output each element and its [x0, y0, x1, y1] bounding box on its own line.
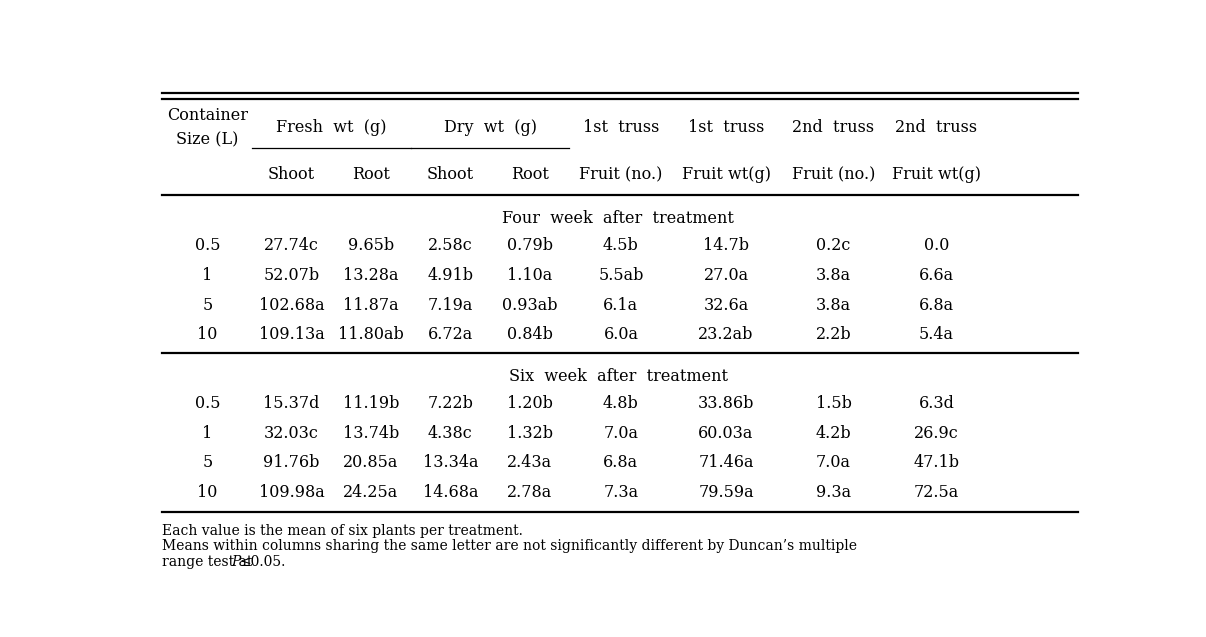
Text: 9.3a: 9.3a [816, 484, 851, 501]
Text: 7.0a: 7.0a [603, 424, 638, 441]
Text: 1.10a: 1.10a [508, 267, 552, 283]
Text: 6.72a: 6.72a [428, 326, 473, 343]
Text: 6.8a: 6.8a [603, 454, 638, 471]
Text: 7.22b: 7.22b [427, 394, 473, 412]
Text: 0.5: 0.5 [194, 237, 219, 254]
Text: 2.78a: 2.78a [508, 484, 552, 501]
Text: 6.3d: 6.3d [919, 394, 954, 412]
Text: 27.0a: 27.0a [703, 267, 749, 283]
Text: 1.32b: 1.32b [507, 424, 552, 441]
Text: 0.93ab: 0.93ab [502, 296, 557, 313]
Text: 79.59a: 79.59a [698, 484, 754, 501]
Text: 11.19b: 11.19b [343, 394, 399, 412]
Text: Root: Root [511, 166, 549, 183]
Text: 0.5: 0.5 [194, 394, 219, 412]
Text: 24.25a: 24.25a [344, 484, 398, 501]
Text: 72.5a: 72.5a [914, 484, 959, 501]
Text: 2.43a: 2.43a [508, 454, 552, 471]
Text: 60.03a: 60.03a [698, 424, 754, 441]
Text: 13.28a: 13.28a [344, 267, 399, 283]
Text: 1st  truss: 1st truss [582, 120, 658, 136]
Text: 4.5b: 4.5b [603, 237, 639, 254]
Text: 91.76b: 91.76b [263, 454, 320, 471]
Text: 6.0a: 6.0a [603, 326, 638, 343]
Text: 109.13a: 109.13a [258, 326, 324, 343]
Text: Four  week  after  treatment: Four week after treatment [502, 210, 734, 227]
Text: 32.03c: 32.03c [264, 424, 318, 441]
Text: 52.07b: 52.07b [263, 267, 320, 283]
Text: 4.2b: 4.2b [815, 424, 851, 441]
Text: 33.86b: 33.86b [698, 394, 754, 412]
Text: Container
Size (L): Container Size (L) [166, 107, 247, 149]
Text: 6.6a: 6.6a [919, 267, 954, 283]
Text: 5: 5 [203, 454, 212, 471]
Text: 23.2ab: 23.2ab [698, 326, 754, 343]
Text: 6.8a: 6.8a [919, 296, 954, 313]
Text: Shoot: Shoot [427, 166, 474, 183]
Text: 2nd  truss: 2nd truss [895, 120, 977, 136]
Text: 2nd  truss: 2nd truss [792, 120, 874, 136]
Text: ≤0.05.: ≤0.05. [240, 555, 286, 569]
Text: 7.19a: 7.19a [428, 296, 473, 313]
Text: 7.0a: 7.0a [816, 454, 851, 471]
Text: 6.1a: 6.1a [603, 296, 638, 313]
Text: Root: Root [352, 166, 390, 183]
Text: 71.46a: 71.46a [698, 454, 754, 471]
Text: Fruit wt(g): Fruit wt(g) [891, 166, 980, 183]
Text: Shoot: Shoot [268, 166, 315, 183]
Text: 102.68a: 102.68a [258, 296, 324, 313]
Text: 0.84b: 0.84b [507, 326, 552, 343]
Text: 5: 5 [203, 296, 212, 313]
Text: Each value is the mean of six plants per treatment.: Each value is the mean of six plants per… [162, 524, 523, 538]
Text: Fruit (no.): Fruit (no.) [579, 166, 662, 183]
Text: 109.98a: 109.98a [258, 484, 324, 501]
Text: 4.91b: 4.91b [427, 267, 473, 283]
Text: range test at: range test at [162, 555, 257, 569]
Text: 0.79b: 0.79b [507, 237, 552, 254]
Text: 5.5ab: 5.5ab [598, 267, 644, 283]
Text: 13.74b: 13.74b [343, 424, 399, 441]
Text: 27.74c: 27.74c [264, 237, 318, 254]
Text: 13.34a: 13.34a [422, 454, 478, 471]
Text: 9.65b: 9.65b [347, 237, 394, 254]
Text: 10: 10 [197, 326, 217, 343]
Text: Means within columns sharing the same letter are not significantly different by : Means within columns sharing the same le… [162, 540, 857, 554]
Text: 3.8a: 3.8a [816, 267, 851, 283]
Text: 5.4a: 5.4a [919, 326, 954, 343]
Text: 15.37d: 15.37d [263, 394, 320, 412]
Text: 1: 1 [203, 267, 212, 283]
Text: 2.2b: 2.2b [815, 326, 851, 343]
Text: 20.85a: 20.85a [344, 454, 398, 471]
Text: 7.3a: 7.3a [603, 484, 638, 501]
Text: 1st  truss: 1st truss [687, 120, 765, 136]
Text: 47.1b: 47.1b [913, 454, 959, 471]
Text: 2.58c: 2.58c [428, 237, 473, 254]
Text: Dry  wt  (g): Dry wt (g) [444, 120, 537, 136]
Text: P: P [232, 555, 240, 569]
Text: 0.2c: 0.2c [816, 237, 850, 254]
Text: Six  week  after  treatment: Six week after treatment [509, 368, 727, 385]
Text: 14.7b: 14.7b [703, 237, 749, 254]
Text: 11.87a: 11.87a [343, 296, 399, 313]
Text: 1.5b: 1.5b [815, 394, 851, 412]
Text: 1: 1 [203, 424, 212, 441]
Text: 3.8a: 3.8a [816, 296, 851, 313]
Text: 14.68a: 14.68a [422, 484, 478, 501]
Text: 4.8b: 4.8b [603, 394, 639, 412]
Text: 26.9c: 26.9c [914, 424, 959, 441]
Text: Fruit (no.): Fruit (no.) [792, 166, 876, 183]
Text: Fresh  wt  (g): Fresh wt (g) [276, 120, 386, 136]
Text: 32.6a: 32.6a [703, 296, 749, 313]
Text: 4.38c: 4.38c [428, 424, 473, 441]
Text: 1.20b: 1.20b [507, 394, 552, 412]
Text: Fruit wt(g): Fruit wt(g) [681, 166, 771, 183]
Text: 10: 10 [197, 484, 217, 501]
Text: 11.80ab: 11.80ab [338, 326, 404, 343]
Text: 0.0: 0.0 [924, 237, 949, 254]
